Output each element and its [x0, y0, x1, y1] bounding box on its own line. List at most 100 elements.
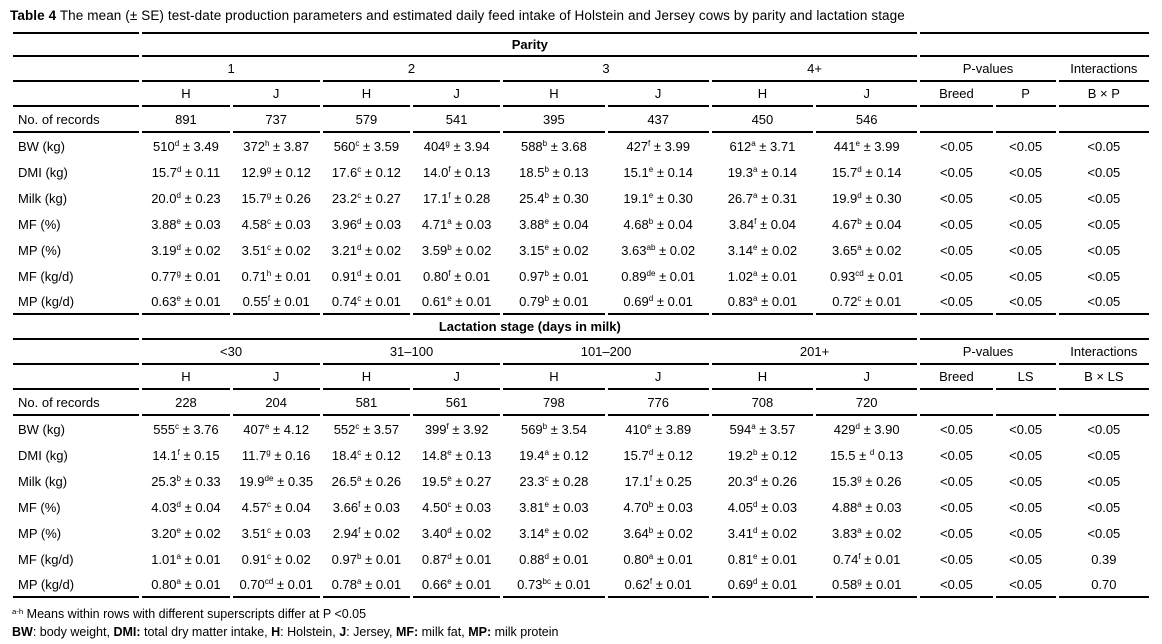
stat-col-header: Breed: [920, 82, 993, 107]
abbr-term: MF:: [395, 625, 419, 640]
row-label: MP (%): [18, 242, 62, 258]
abbr-term: DMI:: [113, 625, 141, 640]
breed-col-header: H: [503, 82, 605, 107]
table-row: DMI (kg) 14.1f ± 0.15 11.7g ± 0.16 18.4c…: [13, 442, 1149, 468]
breed-col-header: H: [142, 82, 230, 107]
row-label: MP (%): [18, 525, 62, 541]
cell: <0.05: [939, 525, 973, 541]
cell: 0.71h ± 0.01: [241, 268, 311, 284]
parity-levels-row: 1 2 3 4+ P-values Interactions: [13, 57, 1149, 82]
cell: 19.4a ± 0.12: [519, 447, 589, 463]
cell: 19.9de ± 0.35: [239, 473, 314, 489]
cell: 23.2c ± 0.27: [331, 190, 401, 206]
cell: 3.20e ± 0.02: [151, 525, 221, 541]
lactation-group-row: Lactation stage (days in milk): [13, 315, 1149, 340]
cell: 3.15e ± 0.02: [519, 242, 589, 258]
cell: 776: [607, 390, 709, 416]
cell: 594a ± 3.57: [729, 421, 796, 437]
cell: 0.77g ± 0.01: [151, 268, 221, 284]
cell: 3.83a ± 0.02: [831, 525, 902, 541]
abbr-desc: milk protein: [491, 625, 559, 640]
cell: 427f ± 3.99: [626, 138, 690, 154]
cell: 3.63ab ± 0.02: [621, 242, 696, 258]
cell: <0.05: [1087, 525, 1121, 541]
abbr-desc: : Jersey,: [346, 625, 396, 640]
cell: 14.8e ± 0.13: [421, 447, 492, 463]
spacer-cell: [13, 82, 140, 107]
cell: <0.05: [1009, 473, 1043, 489]
breed-col-header: J: [232, 82, 320, 107]
cell: 19.1e ± 0.30: [623, 190, 693, 206]
cell: 3.64b ± 0.02: [623, 525, 693, 541]
cell: <0.05: [939, 499, 973, 515]
table-row: DMI (kg) 15.7d ± 0.11 12.9g ± 0.12 17.6c…: [13, 159, 1149, 185]
row-label: MP (kg/d): [13, 572, 140, 598]
cell: <0.05: [1058, 289, 1149, 315]
cell: 3.19d ± 0.02: [151, 242, 221, 258]
cell: 0.97b ± 0.01: [519, 268, 589, 284]
cell: 17.1f ± 0.28: [423, 190, 491, 206]
cell: 15.7d ± 0.14: [831, 164, 902, 180]
parity-level: 3: [503, 57, 709, 82]
cell: 0.63e ± 0.01: [142, 289, 230, 315]
cell: 17.6c ± 0.12: [331, 164, 401, 180]
stat-col-header: LS: [995, 365, 1056, 390]
cell: <0.05: [1087, 499, 1121, 515]
cell: 0.39: [1091, 551, 1117, 567]
cell: 3.51c ± 0.02: [241, 242, 311, 258]
table-row: BW (kg) 510d ± 3.49 372h ± 3.87 560c ± 3…: [13, 133, 1149, 159]
cell: 3.21d ± 0.02: [331, 242, 402, 258]
cell: [920, 107, 993, 133]
table-row: MP (kg/d) 0.63e ± 0.01 0.55f ± 0.01 0.74…: [13, 289, 1149, 315]
cell: 25.4b ± 0.30: [519, 190, 589, 206]
cell: 14.0f ± 0.13: [423, 164, 491, 180]
cell: <0.05: [939, 242, 973, 258]
cell: 12.9g ± 0.12: [241, 164, 311, 180]
cell: <0.05: [1087, 473, 1121, 489]
cell: <0.05: [1087, 190, 1121, 206]
cell: 0.55f ± 0.01: [232, 289, 320, 315]
row-label: MF (kg/d): [18, 268, 74, 284]
cell: <0.05: [939, 164, 973, 180]
cell: [995, 390, 1056, 416]
cell: 0.74c ± 0.01: [322, 289, 411, 315]
spacer-cell: [13, 57, 140, 82]
parity-header: Parity 1 2 3 4+ P-values Interactions H …: [13, 32, 1149, 107]
cell: 0.87d ± 0.01: [421, 551, 492, 567]
cell: <0.05: [939, 447, 973, 463]
parity-level: 4+: [711, 57, 918, 82]
cell: 0.80a ± 0.01: [142, 572, 230, 598]
cell: 0.72c ± 0.01: [816, 289, 918, 315]
cell: 404g ± 3.94: [423, 138, 490, 154]
breed-col-header: J: [607, 365, 709, 390]
breed-col-header: H: [322, 365, 411, 390]
cell: 579: [322, 107, 411, 133]
cell: 1.01a ± 0.01: [151, 551, 221, 567]
cell: 4.05d ± 0.03: [727, 499, 798, 515]
table-row: MF (%) 4.03d ± 0.04 4.57c ± 0.04 3.66f ±…: [13, 494, 1149, 520]
cell: 3.88e ± 0.04: [519, 216, 589, 232]
cell: 0.74f ± 0.01: [833, 551, 901, 567]
cell: 0.88d ± 0.01: [519, 551, 589, 567]
row-label: MF (kg/d): [18, 551, 74, 567]
spacer-cell: [13, 315, 140, 340]
cell: <0.05: [995, 289, 1056, 315]
lactation-header: Lactation stage (days in milk) <30 31–10…: [13, 315, 1149, 390]
table-row: MF (kg/d) 0.77g ± 0.01 0.71h ± 0.01 0.91…: [13, 263, 1149, 289]
cell: <0.05: [1087, 164, 1121, 180]
cell: 4.70b ± 0.03: [623, 499, 693, 515]
cell: 3.14e ± 0.02: [727, 242, 798, 258]
cell: 19.3a ± 0.14: [727, 164, 798, 180]
cell: 0.58g ± 0.01: [816, 572, 918, 598]
cell: <0.05: [939, 190, 973, 206]
pvalues-header: P-values: [920, 57, 1056, 82]
cell: 0.69d ± 0.01: [711, 572, 814, 598]
cell: 20.3d ± 0.26: [727, 473, 798, 489]
cell: 4.03d ± 0.04: [151, 499, 221, 515]
cell: 552c ± 3.57: [333, 421, 400, 437]
breed-col-header: H: [503, 365, 605, 390]
cell: 23.3c ± 0.28: [519, 473, 589, 489]
cell: 429d ± 3.90: [833, 421, 900, 437]
cell: 0.78a ± 0.01: [322, 572, 411, 598]
